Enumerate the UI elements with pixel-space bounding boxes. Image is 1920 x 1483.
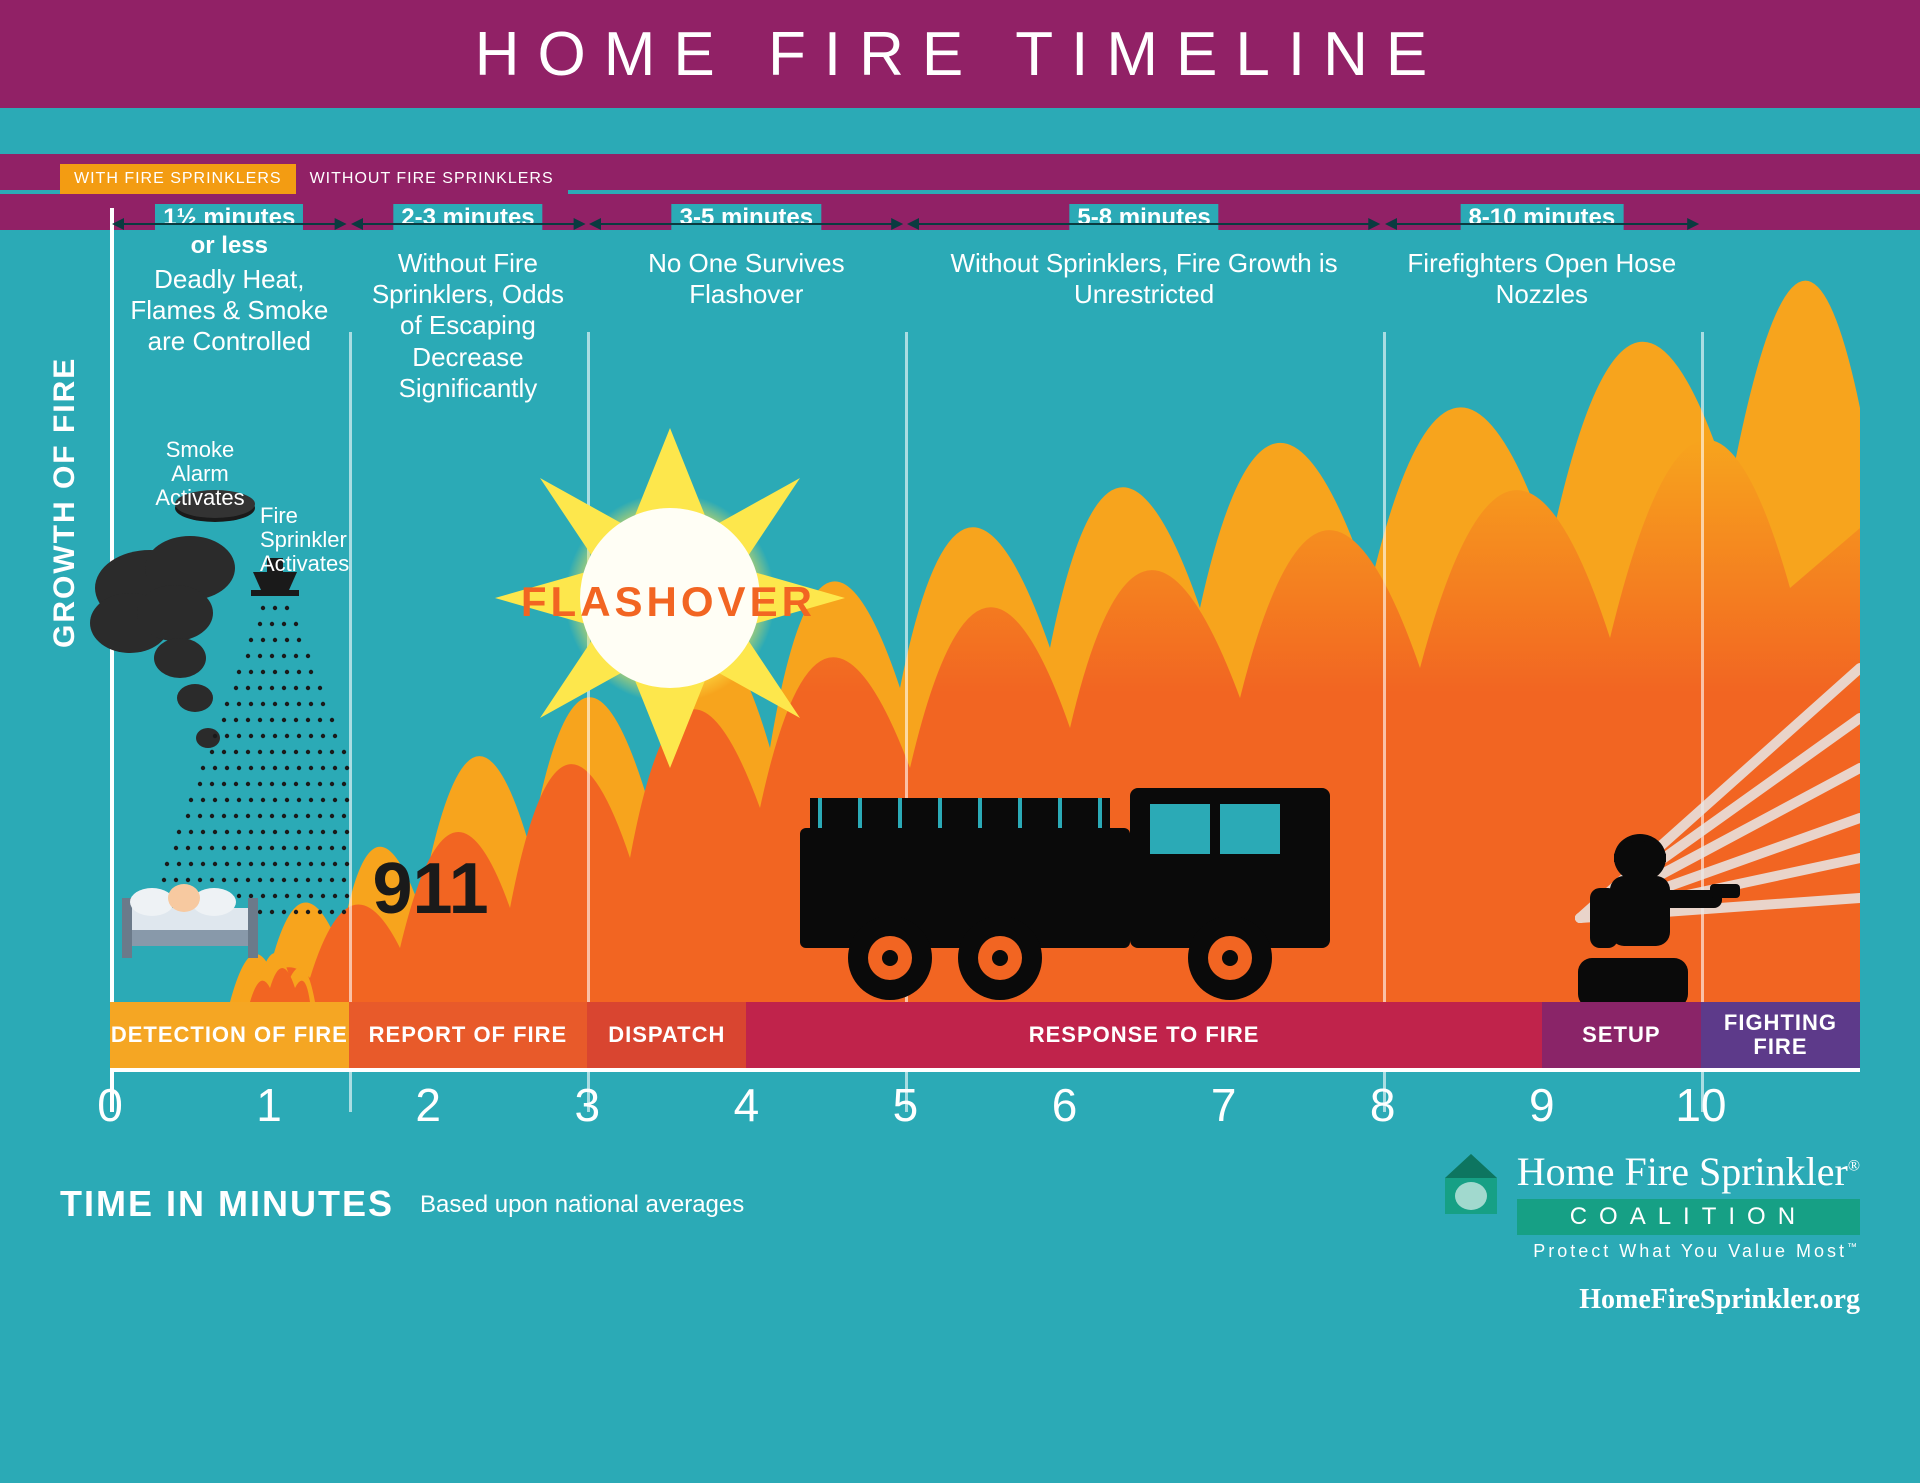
stage-description: Firefighters Open Hose Nozzles xyxy=(1393,248,1691,310)
phase-bar: REPORT OF FIRE xyxy=(349,1002,588,1068)
fire-truck-icon xyxy=(790,748,1350,1008)
logo-house-icon xyxy=(1439,1148,1503,1220)
phase-bar: RESPONSE TO FIRE xyxy=(746,1002,1541,1068)
page-container: HOME FIRE TIMELINE WITH FIRE SPRINKLERS … xyxy=(0,0,1920,1483)
phase-bar: FIGHTING FIRE xyxy=(1701,1002,1860,1068)
x-tick: 9 xyxy=(1529,1078,1555,1132)
phase-bar: DETECTION OF FIRE xyxy=(110,1002,349,1068)
x-axis-sublabel: Based upon national averages xyxy=(420,1191,744,1219)
smoke-alarm-label: Smoke Alarm Activates xyxy=(140,438,260,511)
x-baseline xyxy=(110,1068,1860,1072)
legend-without-sprinklers: WITHOUT FIRE SPRINKLERS xyxy=(296,164,568,194)
header-band: HOME FIRE TIMELINE xyxy=(0,0,1920,108)
legend-with-sprinklers: WITH FIRE SPRINKLERS xyxy=(60,164,296,194)
time-arrow xyxy=(1383,214,1701,234)
phase-bar: SETUP xyxy=(1542,1002,1701,1068)
logo-tagline: Protect What You Value Most™ xyxy=(1517,1241,1860,1262)
time-arrow xyxy=(110,214,349,234)
sprinkler-label: Fire Sprinkler Activates xyxy=(260,504,380,577)
stage-description: No One Survives Flashover xyxy=(597,248,895,310)
legend-bar: WITH FIRE SPRINKLERS WITHOUT FIRE SPRINK… xyxy=(60,164,568,194)
time-arrow xyxy=(905,214,1382,234)
x-tick: 6 xyxy=(1052,1078,1078,1132)
stage-description: Without Fire Sprinklers, Odds of Escapin… xyxy=(359,248,578,404)
time-arrow xyxy=(587,214,905,234)
logo-url: HomeFireSprinkler.org xyxy=(1439,1284,1860,1316)
y-axis-label: GROWTH OF FIRE xyxy=(48,357,82,648)
logo-line-1: Home Fire Sprinkler® xyxy=(1517,1148,1860,1195)
divider-line xyxy=(1383,332,1386,1112)
firefighter-icon xyxy=(1540,818,1740,1008)
main-area: WITH FIRE SPRINKLERS WITHOUT FIRE SPRINK… xyxy=(0,108,1920,1483)
x-tick: 7 xyxy=(1211,1078,1237,1132)
x-tick: 1 xyxy=(256,1078,282,1132)
timeline-chart: 1½ minutesor lessDeadly Heat, Flames & S… xyxy=(110,208,1860,1068)
stage-description: Without Sprinklers, Fire Growth is Unres… xyxy=(915,248,1372,310)
stage-description: Deadly Heat, Flames & Smoke are Controll… xyxy=(120,264,339,358)
logo-block: Home Fire Sprinkler® COALITION Protect W… xyxy=(1439,1148,1860,1316)
phase-bar: DISPATCH xyxy=(587,1002,746,1068)
x-axis-label: TIME IN MINUTES xyxy=(60,1183,394,1225)
logo-line-2: COALITION xyxy=(1517,1199,1860,1235)
x-tick: 2 xyxy=(415,1078,441,1132)
flashover-label: FLASHOVER xyxy=(521,578,816,626)
x-tick: 4 xyxy=(734,1078,760,1132)
call-911-label: 911 xyxy=(373,848,489,930)
page-title: HOME FIRE TIMELINE xyxy=(475,19,1446,90)
time-arrow xyxy=(349,214,588,234)
